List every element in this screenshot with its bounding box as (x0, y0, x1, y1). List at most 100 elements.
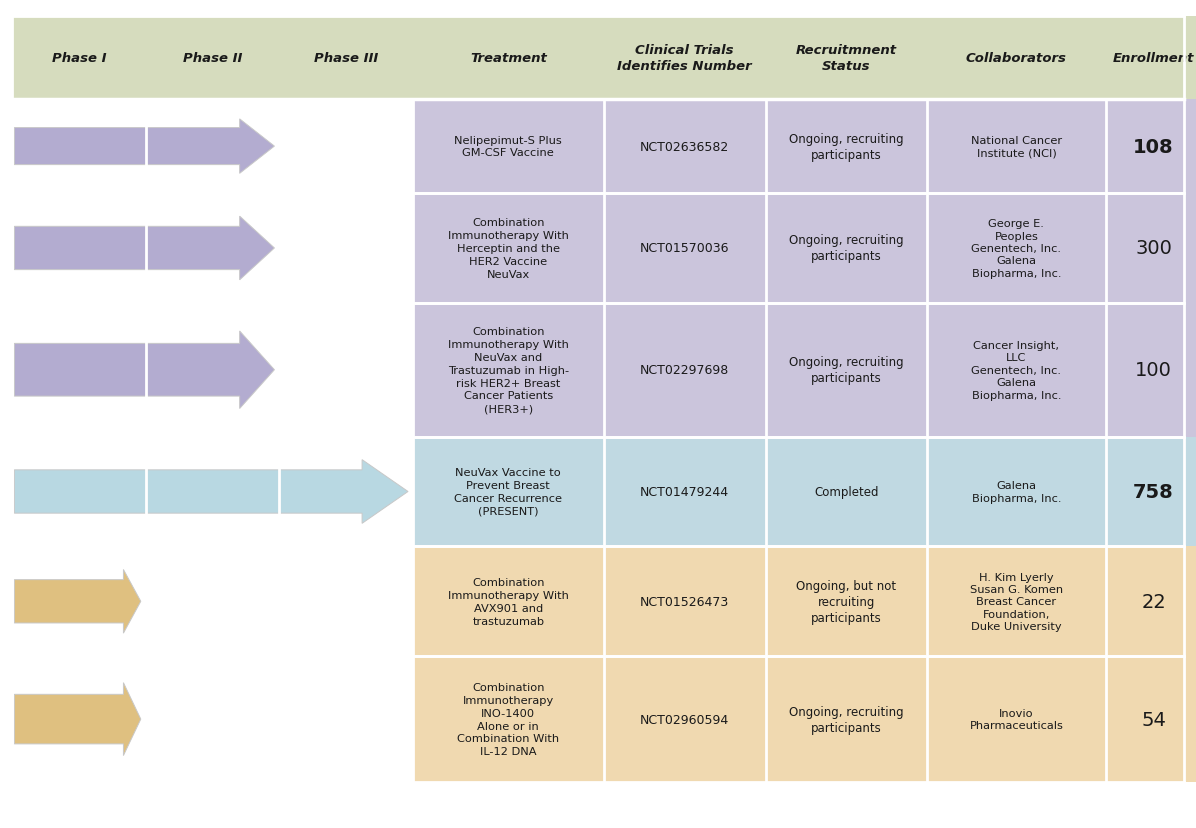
Bar (1105, 100, 1196, 194)
Bar (1105, 437, 1196, 546)
Text: National Cancer
Institute (NCI): National Cancer Institute (NCI) (971, 136, 1062, 158)
Bar (604, 304, 765, 437)
Text: NCT01526473: NCT01526473 (640, 595, 730, 608)
Bar (765, 657, 927, 782)
Bar (1105, 194, 1196, 304)
Text: Cancer Insight,
LLC
Genentech, Inc.
Galena
Biopharma, Inc.: Cancer Insight, LLC Genentech, Inc. Gale… (971, 340, 1061, 400)
Bar (146, 546, 279, 657)
Bar (1105, 546, 1196, 657)
Text: 300: 300 (1135, 239, 1172, 258)
Bar (765, 437, 927, 546)
Bar (1105, 657, 1196, 782)
Text: Treatment: Treatment (470, 52, 547, 65)
Bar (413, 17, 604, 100)
Bar (765, 546, 927, 657)
Text: George E.
Peoples
Genentech, Inc.
Galena
Biopharma, Inc.: George E. Peoples Genentech, Inc. Galena… (971, 219, 1061, 278)
Text: Enrollment: Enrollment (1112, 52, 1195, 65)
Text: Combination
Immunotherapy With
Herceptin and the
HER2 Vaccine
NeuVax: Combination Immunotherapy With Herceptin… (447, 218, 569, 279)
Bar (604, 657, 765, 782)
Bar (279, 657, 413, 782)
Text: 108: 108 (1134, 137, 1174, 156)
Text: Phase I: Phase I (51, 52, 106, 65)
Bar (413, 304, 604, 437)
Text: NCT02960594: NCT02960594 (640, 713, 730, 725)
Polygon shape (14, 683, 141, 756)
Text: Collaborators: Collaborators (966, 52, 1067, 65)
Text: Inovio
Pharmaceuticals: Inovio Pharmaceuticals (970, 708, 1063, 730)
Text: Completed: Completed (814, 485, 879, 498)
Text: 100: 100 (1135, 361, 1172, 380)
Bar (12, 546, 146, 657)
Text: Combination
Immunotherapy With
NeuVax and
Trastuzumab in High-
risk HER2+ Breast: Combination Immunotherapy With NeuVax an… (447, 327, 569, 414)
Bar (413, 194, 604, 304)
Text: Ongoing, recruiting
participants: Ongoing, recruiting participants (789, 705, 904, 734)
Text: Nelipepimut-S Plus
GM-CSF Vaccine: Nelipepimut-S Plus GM-CSF Vaccine (454, 136, 562, 158)
Text: Combination
Immunotherapy With
AVX901 and
trastuzumab: Combination Immunotherapy With AVX901 an… (447, 577, 569, 626)
Bar (1105, 304, 1196, 437)
Text: Clinical Trials
Identifies Number: Clinical Trials Identifies Number (617, 44, 752, 73)
Bar (927, 100, 1105, 194)
Bar (1105, 17, 1196, 100)
Text: H. Kim Lyerly
Susan G. Komen
Breast Cancer
Foundation,
Duke University: H. Kim Lyerly Susan G. Komen Breast Canc… (970, 572, 1063, 632)
Bar (146, 100, 279, 194)
Bar (765, 194, 927, 304)
Bar (765, 100, 927, 194)
Text: Galena
Biopharma, Inc.: Galena Biopharma, Inc. (971, 481, 1061, 503)
Bar (279, 100, 413, 194)
Text: Recruitmnent
Status: Recruitmnent Status (795, 44, 897, 73)
Text: Ongoing, recruiting
participants: Ongoing, recruiting participants (789, 234, 904, 263)
Bar (413, 546, 604, 657)
Polygon shape (14, 217, 274, 281)
Text: Phase III: Phase III (313, 52, 378, 65)
Bar (12, 100, 146, 194)
Polygon shape (14, 120, 274, 174)
Bar (927, 546, 1105, 657)
Bar (604, 17, 765, 100)
Bar (12, 17, 146, 100)
Bar (927, 194, 1105, 304)
Bar (279, 546, 413, 657)
Bar (413, 437, 604, 546)
Bar (279, 194, 413, 304)
Bar (146, 657, 279, 782)
Bar (604, 546, 765, 657)
Bar (146, 304, 279, 437)
Bar (604, 100, 765, 194)
Text: 54: 54 (1141, 710, 1166, 729)
Text: Combination
Immunotherapy
INO-1400
Alone or in
Combination With
IL-12 DNA: Combination Immunotherapy INO-1400 Alone… (457, 682, 560, 756)
Bar (927, 437, 1105, 546)
Bar (927, 657, 1105, 782)
Bar (12, 304, 146, 437)
Text: 758: 758 (1133, 483, 1174, 502)
Text: Ongoing, but not
recruiting
participants: Ongoing, but not recruiting participants (797, 579, 897, 624)
Polygon shape (14, 570, 141, 633)
Bar (927, 17, 1105, 100)
Bar (146, 437, 279, 546)
Text: NeuVax Vaccine to
Prevent Breast
Cancer Recurrence
(PRESENT): NeuVax Vaccine to Prevent Breast Cancer … (454, 468, 562, 516)
Bar (279, 17, 413, 100)
Text: 22: 22 (1141, 592, 1166, 611)
Bar (279, 304, 413, 437)
Bar (12, 194, 146, 304)
Bar (12, 657, 146, 782)
Bar (765, 17, 927, 100)
Bar (604, 194, 765, 304)
Bar (765, 304, 927, 437)
Bar (12, 437, 146, 546)
Bar (927, 304, 1105, 437)
Polygon shape (14, 331, 274, 409)
Bar (279, 437, 413, 546)
Text: NCT02297698: NCT02297698 (640, 363, 730, 377)
Polygon shape (14, 460, 408, 523)
Bar (413, 100, 604, 194)
Bar (146, 17, 279, 100)
Text: Ongoing, recruiting
participants: Ongoing, recruiting participants (789, 132, 904, 161)
Text: NCT01570036: NCT01570036 (640, 242, 730, 255)
Text: NCT02636582: NCT02636582 (640, 141, 730, 153)
Bar (146, 194, 279, 304)
Text: Phase II: Phase II (183, 52, 242, 65)
Text: NCT01479244: NCT01479244 (640, 485, 730, 498)
Bar (604, 437, 765, 546)
Text: Ongoing, recruiting
participants: Ongoing, recruiting participants (789, 356, 904, 385)
Bar (413, 657, 604, 782)
